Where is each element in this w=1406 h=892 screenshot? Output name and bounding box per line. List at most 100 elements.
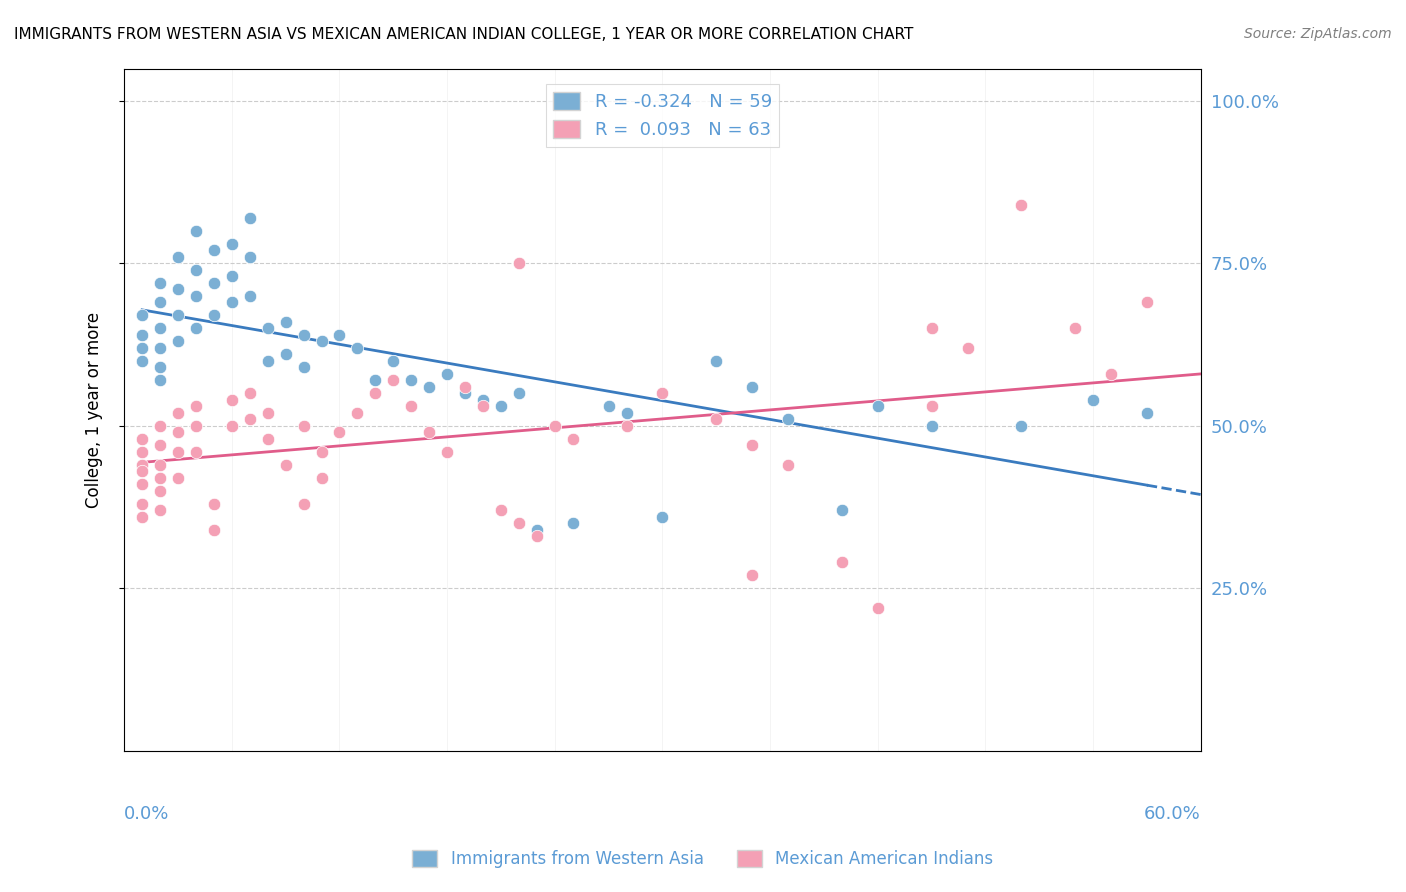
Point xyxy=(866,399,889,413)
Point xyxy=(1136,295,1159,310)
Point xyxy=(328,425,350,440)
Point xyxy=(202,276,225,290)
Point xyxy=(454,380,477,394)
Point xyxy=(239,386,262,401)
Point xyxy=(526,529,548,543)
Point xyxy=(778,412,800,426)
Text: 0.0%: 0.0% xyxy=(124,805,170,823)
Point xyxy=(399,399,422,413)
Point xyxy=(167,444,190,458)
Point xyxy=(778,458,800,472)
Point xyxy=(311,471,333,485)
Point xyxy=(382,353,405,368)
Point xyxy=(346,341,368,355)
Point xyxy=(418,380,440,394)
Point xyxy=(292,360,315,375)
Point xyxy=(651,509,673,524)
Point xyxy=(131,341,153,355)
Point xyxy=(292,327,315,342)
Point xyxy=(149,360,172,375)
Point xyxy=(328,327,350,342)
Point xyxy=(364,386,387,401)
Point xyxy=(256,321,278,335)
Point xyxy=(831,503,853,517)
Point xyxy=(274,315,297,329)
Point xyxy=(131,464,153,478)
Point xyxy=(167,282,190,296)
Point xyxy=(149,341,172,355)
Point xyxy=(704,353,727,368)
Point xyxy=(149,321,172,335)
Point xyxy=(454,386,477,401)
Point xyxy=(184,289,207,303)
Point xyxy=(311,334,333,349)
Point xyxy=(866,600,889,615)
Point xyxy=(544,418,567,433)
Point xyxy=(221,269,243,284)
Point xyxy=(149,373,172,387)
Point xyxy=(149,276,172,290)
Point xyxy=(239,250,262,264)
Point xyxy=(508,256,530,270)
Point xyxy=(956,341,979,355)
Point xyxy=(131,353,153,368)
Text: 60.0%: 60.0% xyxy=(1144,805,1201,823)
Point xyxy=(256,406,278,420)
Point xyxy=(167,425,190,440)
Legend: Immigrants from Western Asia, Mexican American Indians: Immigrants from Western Asia, Mexican Am… xyxy=(406,843,1000,875)
Point xyxy=(131,509,153,524)
Point xyxy=(167,250,190,264)
Point xyxy=(274,347,297,361)
Point xyxy=(149,295,172,310)
Point xyxy=(167,309,190,323)
Point xyxy=(184,224,207,238)
Point xyxy=(561,516,583,531)
Point xyxy=(239,211,262,225)
Point xyxy=(292,418,315,433)
Point xyxy=(221,295,243,310)
Point xyxy=(418,425,440,440)
Point xyxy=(1136,406,1159,420)
Point xyxy=(184,321,207,335)
Point xyxy=(149,418,172,433)
Text: IMMIGRANTS FROM WESTERN ASIA VS MEXICAN AMERICAN INDIAN COLLEGE, 1 YEAR OR MORE : IMMIGRANTS FROM WESTERN ASIA VS MEXICAN … xyxy=(14,27,914,42)
Point xyxy=(131,327,153,342)
Point xyxy=(167,334,190,349)
Point xyxy=(921,418,943,433)
Point xyxy=(1064,321,1087,335)
Point xyxy=(436,444,458,458)
Point xyxy=(292,497,315,511)
Point xyxy=(1010,198,1032,212)
Point xyxy=(167,406,190,420)
Point xyxy=(167,471,190,485)
Point xyxy=(1099,367,1122,381)
Point xyxy=(364,373,387,387)
Point xyxy=(311,444,333,458)
Point xyxy=(616,406,638,420)
Point xyxy=(149,483,172,498)
Point xyxy=(508,516,530,531)
Point xyxy=(561,432,583,446)
Point xyxy=(221,418,243,433)
Point xyxy=(131,458,153,472)
Point xyxy=(508,386,530,401)
Point xyxy=(346,406,368,420)
Point xyxy=(202,497,225,511)
Point xyxy=(149,438,172,452)
Point xyxy=(184,263,207,277)
Point xyxy=(651,386,673,401)
Point xyxy=(741,568,763,582)
Point xyxy=(436,367,458,381)
Point xyxy=(831,555,853,569)
Point xyxy=(239,412,262,426)
Point xyxy=(382,373,405,387)
Text: Source: ZipAtlas.com: Source: ZipAtlas.com xyxy=(1244,27,1392,41)
Point xyxy=(184,418,207,433)
Point xyxy=(256,353,278,368)
Point xyxy=(526,523,548,537)
Point xyxy=(131,497,153,511)
Point xyxy=(202,523,225,537)
Point xyxy=(616,418,638,433)
Point xyxy=(1010,418,1032,433)
Point xyxy=(131,444,153,458)
